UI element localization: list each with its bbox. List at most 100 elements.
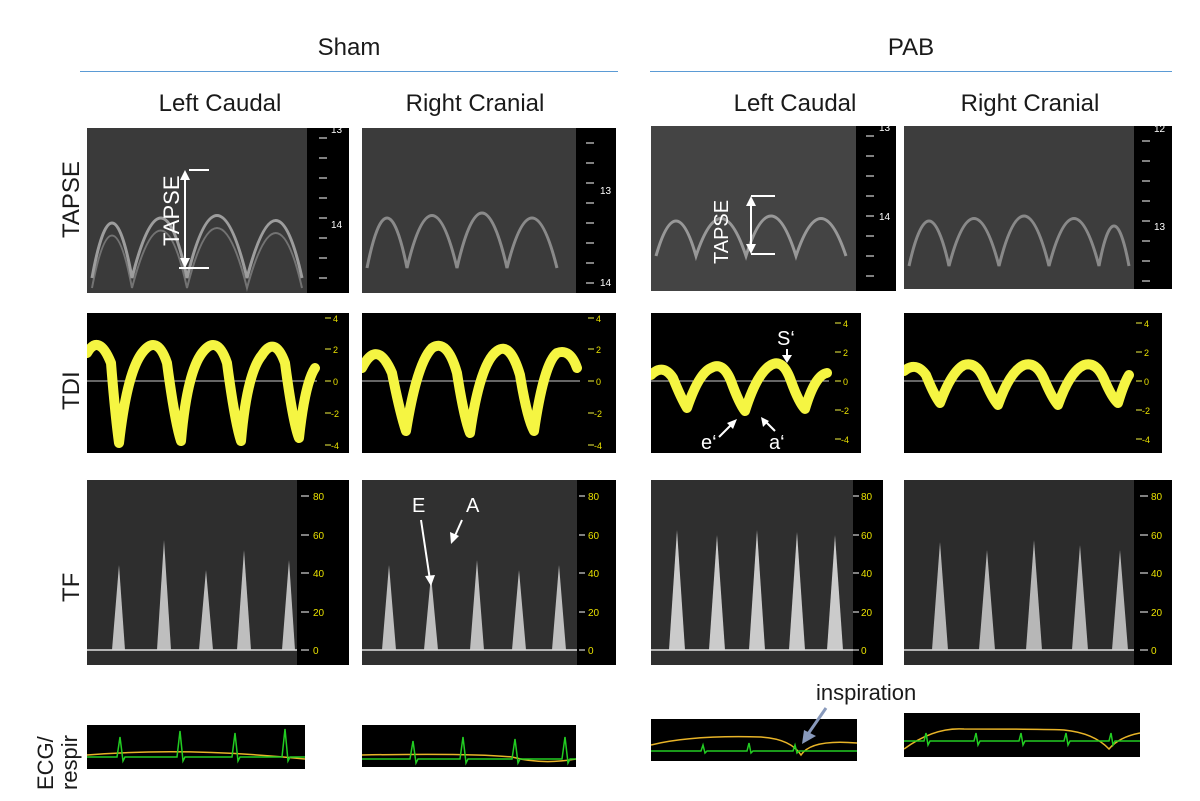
tdi-scale-neg2: -2 [841,406,849,416]
a-peak-label: A [466,495,480,517]
tdi-panel-pab-right-cranial: 4 2 0 -2 -4 [904,313,1162,453]
tdi-panel-pab-left-caudal: 4 2 0 -2 -4 S‘ e‘ a‘ [651,313,861,453]
group-header-pab: PAB [887,34,935,61]
tdi-scale-neg2: -2 [1142,406,1150,416]
tdi-scale-neg4: -4 [841,435,849,445]
tf-scale-40: 40 [588,569,600,580]
tapse-scale-label-top: 12 [1154,126,1166,135]
tdi-doppler-trace: 4 2 0 -2 -4 [362,314,602,451]
column-header-pab-right-cranial: Right Cranial [960,90,1100,117]
tdi-scale-2: 2 [333,345,338,355]
tf-scale-80: 80 [1151,492,1163,503]
tapse-panel-sham-left-caudal: 13 14 TAPSE [87,128,349,293]
tdi-scale-4: 4 [333,314,338,324]
tf-scale-40: 40 [1151,569,1163,580]
tdi-scale-0: 0 [333,377,338,387]
tf-scale-60: 60 [1151,531,1163,542]
ecg-panel-pab-left-caudal [650,719,858,761]
ecg-panel-pab-right-cranial [903,713,1141,757]
tf-doppler-image: 80 60 40 20 0 E A [362,480,616,665]
tf-scale-0: 0 [588,646,594,657]
tdi-doppler-trace: 4 2 0 -2 -4 [904,319,1150,445]
tapse-scale-label-top: 13 [879,126,891,134]
ecg-respiration-trace [903,728,1141,751]
tapse-scale-label-bottom: 13 [1154,222,1166,233]
tf-scale-40: 40 [313,569,325,580]
tdi-scale-4: 4 [1144,319,1149,329]
tdi-scale-neg4: -4 [594,441,602,451]
tdi-scale-neg4: -4 [1142,435,1150,445]
ecg-panel-sham-left-caudal [86,725,306,769]
tapse-measurement-label: TAPSE [711,199,733,264]
tf-scale-20: 20 [861,608,873,619]
tapse-scale-label-bottom: 14 [600,278,612,289]
e-peak-label: E [412,495,425,517]
tf-doppler-image: 80 60 40 20 0 [87,480,349,665]
tdi-scale-neg4: -4 [331,441,339,451]
tdi-doppler-trace: 4 2 0 -2 -4 S‘ e‘ a‘ [651,319,849,453]
row-label-tf: TF [58,572,85,602]
tf-panel-sham-left-caudal: 80 60 40 20 0 [87,480,349,665]
tdi-panel-sham-left-caudal: 4 2 0 -2 -4 [87,313,349,453]
ecg-respiration-trace [86,728,306,764]
inspiration-label: inspiration [816,680,917,705]
a-wave-label: a‘ [769,432,785,453]
group-divider-sham [80,71,618,72]
tdi-scale-neg2: -2 [331,409,339,419]
tapse-scale-label-top: 13 [331,128,343,136]
ecg-respiration-trace [361,736,577,766]
tapse-scale-label-bottom: 14 [879,212,891,223]
tdi-scale-2: 2 [843,348,848,358]
tf-scale-20: 20 [1151,608,1163,619]
tapse-panel-pab-right-cranial: 12 13 [904,126,1172,289]
group-divider-pab [650,71,1172,72]
tf-panel-pab-left-caudal: 80 60 40 20 0 [651,480,883,665]
tdi-scale-2: 2 [1144,348,1149,358]
inspiration-arrow-icon [802,707,828,744]
tdi-scale-0: 0 [1144,377,1149,387]
group-header-sham: Sham [317,34,381,61]
row-label-ecg-respir: ECG/ respir [33,734,82,790]
tf-scale-60: 60 [313,531,325,542]
tf-scale-60: 60 [861,531,873,542]
tf-scale-20: 20 [313,608,325,619]
tf-doppler-image: 80 60 40 20 0 [904,480,1172,665]
ecg-panel-sham-right-cranial [361,725,577,767]
tapse-panel-pab-left-caudal: 13 14 TAPSE [651,126,896,291]
tf-scale-40: 40 [861,569,873,580]
tdi-scale-neg2: -2 [594,409,602,419]
tapse-mmode-image [651,126,896,291]
row-label-tapse: TAPSE [58,161,85,238]
row-label-tdi: TDI [58,371,85,410]
ecg-respiration-trace [650,735,858,757]
tdi-doppler-trace: 4 2 0 -2 -4 [87,314,339,451]
tapse-mmode-image [362,128,616,293]
tf-scale-80: 80 [588,492,600,503]
tf-scale-80: 80 [861,492,873,503]
column-header-sham-left-caudal: Left Caudal [158,90,282,117]
tapse-measurement-label: TAPSE [159,175,184,246]
tf-panel-pab-right-cranial: 80 60 40 20 0 [904,480,1172,665]
tdi-scale-2: 2 [596,345,601,355]
tf-scale-60: 60 [588,531,600,542]
tf-scale-80: 80 [313,492,325,503]
tdi-scale-0: 0 [843,377,848,387]
e-wave-label: e‘ [701,432,717,453]
tf-scale-20: 20 [588,608,600,619]
tf-scale-0: 0 [313,646,319,657]
tf-scale-0: 0 [861,646,867,657]
tf-panel-sham-right-cranial: 80 60 40 20 0 E A [362,480,616,665]
tdi-scale-4: 4 [596,314,601,324]
tapse-mmode-image [904,126,1172,289]
tdi-scale-0: 0 [596,377,601,387]
tapse-mmode-image [87,128,349,293]
tapse-panel-sham-right-cranial: 13 14 [362,128,616,293]
tapse-scale-label-bottom: 14 [331,220,343,231]
s-wave-label: S‘ [777,328,795,350]
tf-scale-0: 0 [1151,646,1157,657]
column-header-pab-left-caudal: Left Caudal [733,90,857,117]
column-header-sham-right-cranial: Right Cranial [405,90,545,117]
tapse-scale-label-top: 13 [600,186,612,197]
tdi-scale-4: 4 [843,319,848,329]
tdi-panel-sham-right-cranial: 4 2 0 -2 -4 [362,313,616,453]
